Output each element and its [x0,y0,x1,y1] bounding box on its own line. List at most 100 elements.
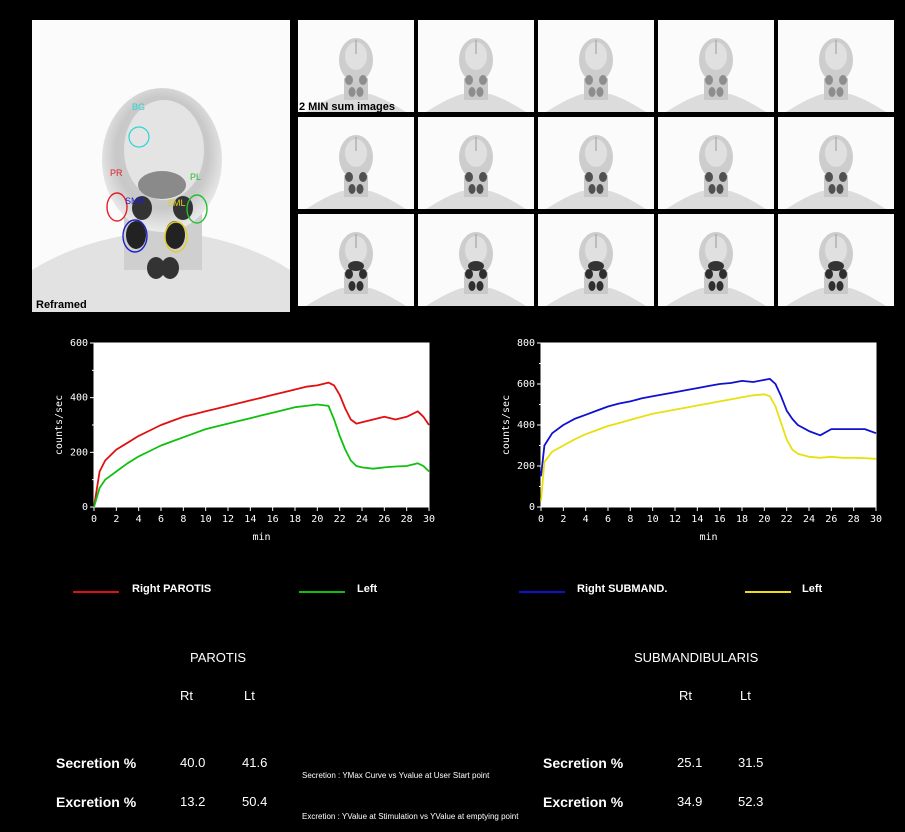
y-tick-label: 800 [517,338,535,349]
roi-label-sml: SML [167,198,186,208]
secretion-note: Secretion : YMax Curve vs Yvalue at User… [302,771,490,780]
submand-rt-header: Rt [679,688,692,703]
roi-label-bg: BG [132,102,146,112]
thumbnail-grid: 2 MIN sum images [298,20,898,312]
plot-area [540,342,877,508]
legend-submand-right: Right SUBMAND. [577,583,668,595]
thumbnail-frame [418,117,534,209]
y-axis-label: counts/sec [54,395,65,455]
submand-lt-header: Lt [740,688,751,703]
thumbnail-scan-graphic [426,232,526,306]
submand-secretion-rt: 25.1 [677,755,703,770]
x-tick-label: 30 [870,514,882,525]
thumbnail-scan-graphic [786,135,886,209]
thumbnail-scan-graphic [426,135,526,209]
x-tick-label: 28 [848,514,860,525]
parotis-rt-header: Rt [180,688,193,703]
submand-excretion-rt: 34.9 [677,794,703,809]
thumbnail-scan-graphic [666,135,766,209]
x-axis-label: min [252,532,270,543]
x-tick-label: 8 [180,514,186,525]
thumbnail-scan-graphic [786,38,886,112]
thumbnail-frame [778,117,894,209]
series-line-right [540,378,877,477]
y-tick-label: 0 [82,502,88,513]
thumbnails-caption: 2 MIN sum images [299,101,395,113]
y-tick-label: 600 [70,338,88,349]
main-scintigraphy-image: BG PR PL SMR SML Reframed [32,20,290,312]
parotis-lt-header: Lt [244,688,255,703]
thumbnail-frame [538,20,654,112]
parotis-table-title: PAROTIS [190,650,247,665]
legend-submand-left: Left [802,583,823,595]
thumbnail-frame [778,20,894,112]
thumbnail-frame [298,117,414,209]
roi-submand-right [122,219,148,253]
thumbnail-scan-graphic [546,135,646,209]
thumbnail-frame [298,214,414,306]
x-tick-label: 0 [91,514,97,525]
roi-submand-left [164,221,188,253]
y-tick-label: 200 [70,447,88,458]
y-tick-label: 0 [529,502,535,513]
legend-parotis-left: Left [357,583,378,595]
x-tick-label: 22 [781,514,793,525]
thumbnail-frame [658,214,774,306]
submand-secretion-label: Secretion % [543,755,624,771]
excretion-note: Excretion : YValue at Stimulation vs YVa… [302,812,519,821]
y-tick-label: 400 [517,420,535,431]
roi-background [128,126,150,148]
y-tick-label: 400 [70,393,88,404]
x-tick-label: 12 [222,514,234,525]
x-tick-label: 0 [538,514,544,525]
parotis-excretion-label: Excretion % [56,794,137,810]
x-tick-label: 24 [803,514,815,525]
legend-swatch-submand-left [745,591,791,593]
thumbnail-frame [418,214,534,306]
head-scan-graphic [32,88,290,312]
roi-label-smr: SMR [125,196,145,206]
thumbnail-frame [538,214,654,306]
submand-excretion-lt: 52.3 [738,794,764,809]
thumbnail-scan-graphic [306,38,406,112]
thumbnail-frame [658,20,774,112]
thumbnail-scan-graphic [666,38,766,112]
x-tick-label: 26 [825,514,837,525]
series-line-left [93,403,430,508]
x-tick-label: 6 [158,514,164,525]
parotis-secretion-label: Secretion % [56,755,137,771]
parotis-secretion-rt: 40.0 [180,755,206,770]
thumbnail-frame [658,117,774,209]
x-tick-label: 4 [136,514,142,525]
x-tick-label: 18 [736,514,748,525]
x-tick-label: 14 [244,514,256,525]
submand-table-title: SUBMANDIBULARIS [634,650,759,665]
x-tick-label: 20 [758,514,770,525]
thumbnail-scan-graphic [666,232,766,306]
y-tick-label: 600 [517,379,535,390]
series-line-left [540,393,877,501]
legend-swatch-submand-right [519,591,565,593]
legend-parotis-right: Right PAROTIS [132,583,212,595]
thumbnail-scan-graphic [426,38,526,112]
parotis-excretion-lt: 50.4 [242,794,268,809]
reframed-caption: Reframed [36,299,87,311]
thumbnail-frame [418,20,534,112]
thumbnail-frame [298,20,414,112]
thumbnail-scan-graphic [546,232,646,306]
x-tick-label: 6 [605,514,611,525]
x-tick-label: 16 [267,514,279,525]
x-axis-label: min [699,532,717,543]
thumbnail-scan-graphic [786,232,886,306]
x-tick-label: 22 [334,514,346,525]
x-tick-label: 28 [401,514,413,525]
x-tick-label: 24 [356,514,368,525]
roi-label-pr: PR [110,168,123,178]
plot-area [93,342,430,508]
x-tick-label: 26 [378,514,390,525]
x-tick-label: 2 [560,514,566,525]
x-tick-label: 12 [669,514,681,525]
legend-swatch-parotis-left [299,591,345,593]
